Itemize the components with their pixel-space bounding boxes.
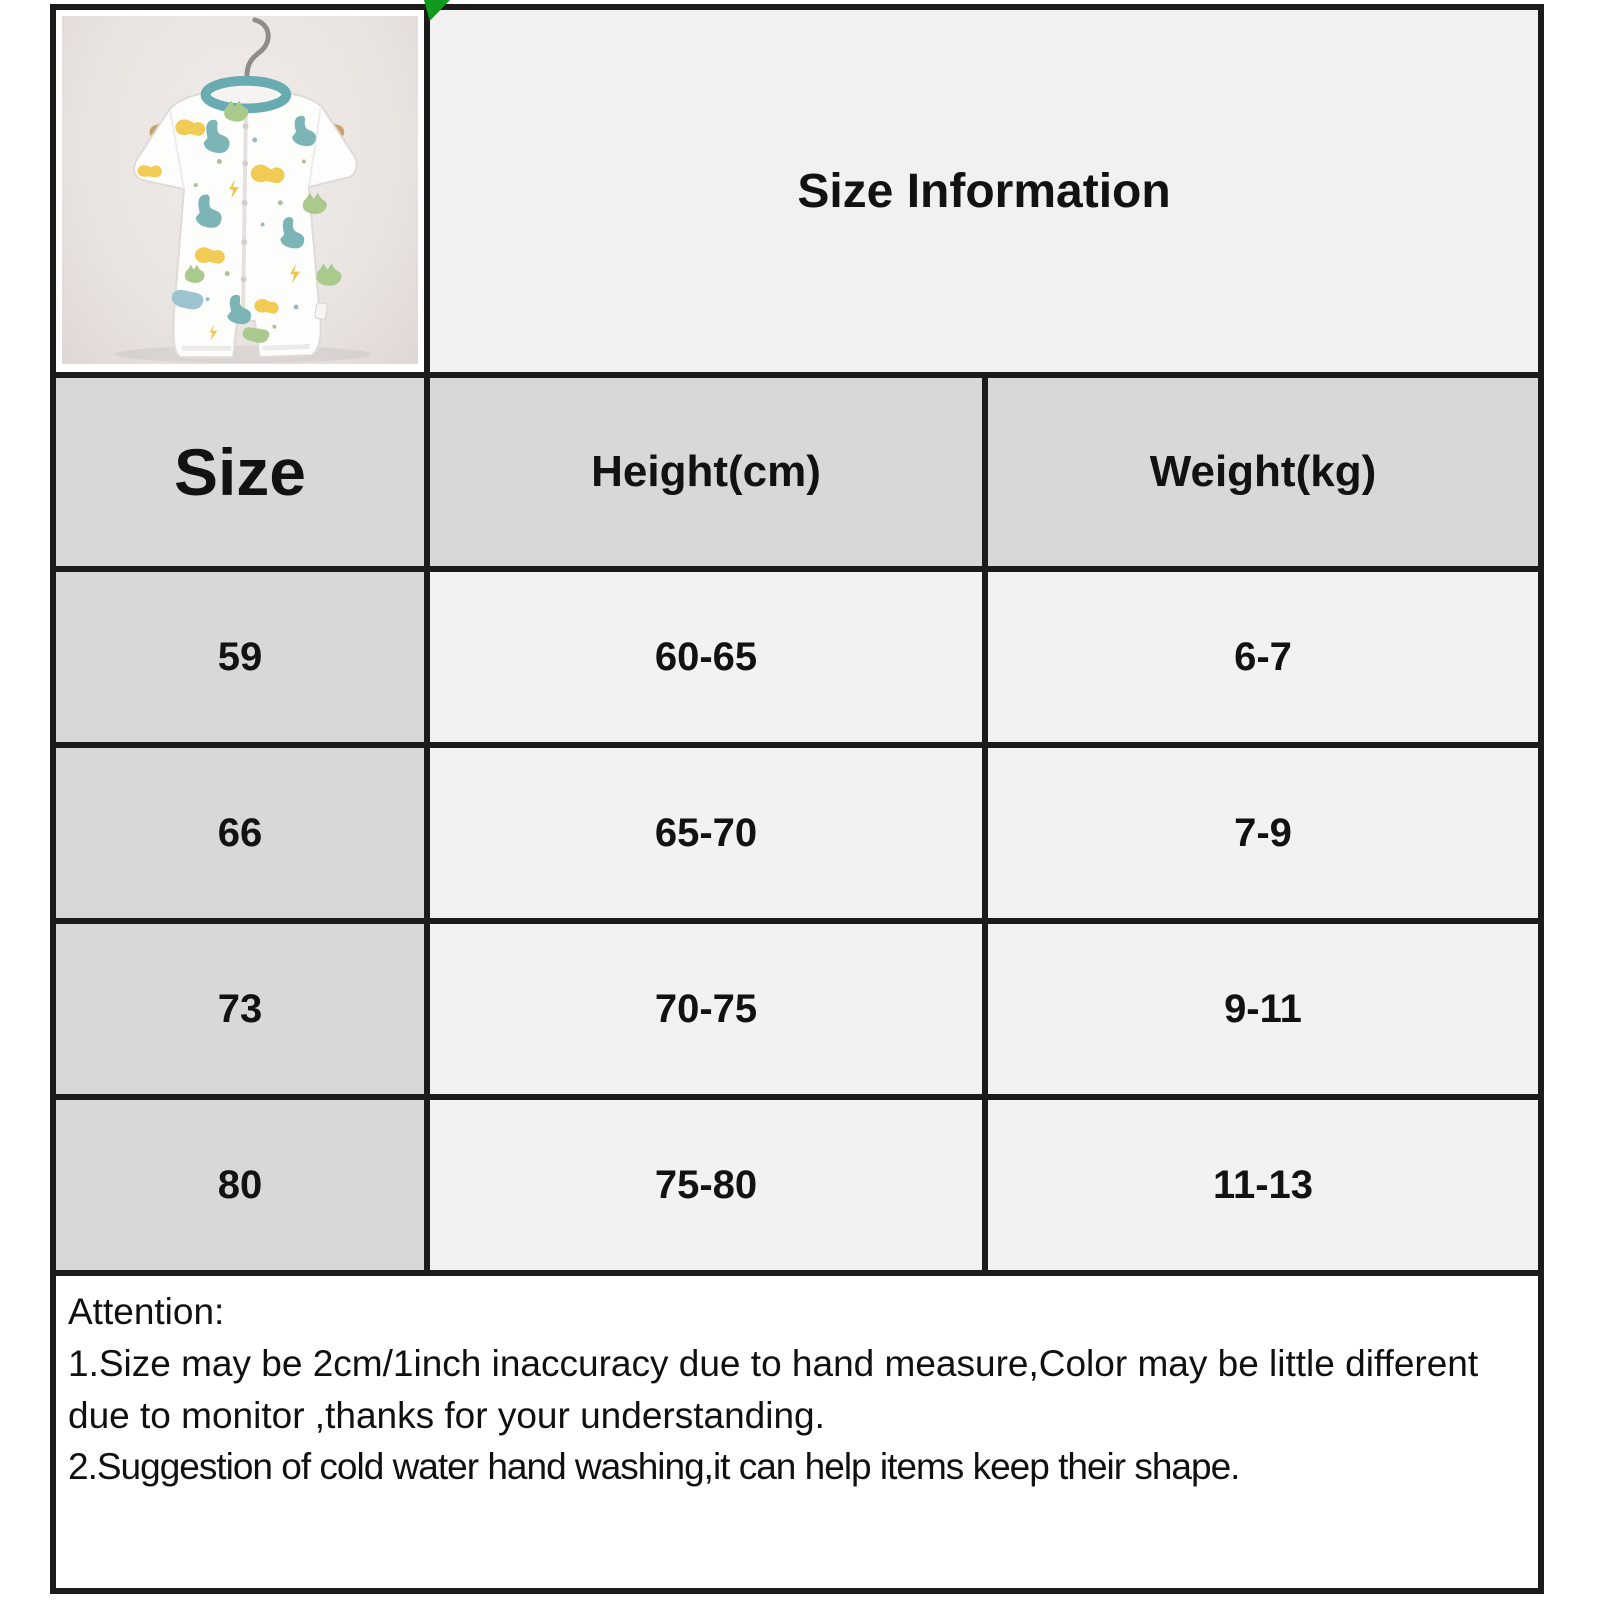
table-row-2-weight: 7-9 xyxy=(988,748,1538,924)
header-weight: Weight(kg) xyxy=(988,378,1538,572)
table-row-3-weight: 9-11 xyxy=(988,924,1538,1100)
table-row-3-size: 73 xyxy=(56,924,430,1100)
table-row-2-height: 65-70 xyxy=(430,748,988,924)
attention-note-1: 1.Size may be 2cm/1inch inaccuracy due t… xyxy=(68,1342,1479,1436)
product-photo-cell xyxy=(56,10,430,378)
table-row-4-weight: 11-13 xyxy=(988,1100,1538,1276)
table-row-4-height: 75-80 xyxy=(430,1100,988,1276)
hanger-hook-icon xyxy=(244,17,271,107)
attention-notes: Attention: 1.Size may be 2cm/1inch inacc… xyxy=(56,1276,1538,1588)
table-row-2-size: 66 xyxy=(56,748,430,924)
header-size: Size xyxy=(56,378,430,572)
product-photo xyxy=(62,16,418,364)
table-row-1-weight: 6-7 xyxy=(988,572,1538,748)
attention-heading: Attention: xyxy=(68,1291,225,1332)
baby-romper-graphic xyxy=(115,17,371,364)
table-row-1-size: 59 xyxy=(56,572,430,748)
dinosaur-print-pattern xyxy=(137,100,342,343)
garment-tag xyxy=(314,302,328,320)
size-info-sheet: Size Information Size Height(cm) Weight(… xyxy=(50,4,1544,1594)
table-row-1-height: 60-65 xyxy=(430,572,988,748)
attention-note-2: 2.Suggestion of cold water hand washing,… xyxy=(68,1446,1240,1488)
header-height: Height(cm) xyxy=(430,378,988,572)
sheet-title-cell: Size Information xyxy=(430,10,1538,378)
table-row-4-size: 80 xyxy=(56,1100,430,1276)
table-row-3-height: 70-75 xyxy=(430,924,988,1100)
page-title: Size Information xyxy=(797,164,1171,218)
button-placket xyxy=(240,109,248,319)
